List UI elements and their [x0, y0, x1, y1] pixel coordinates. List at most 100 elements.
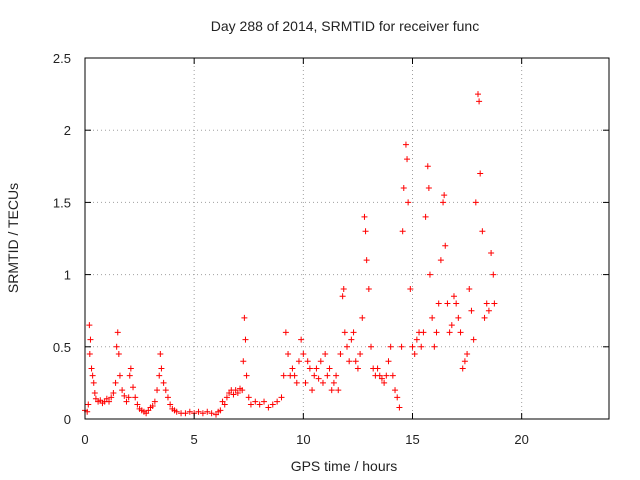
data-point	[394, 394, 401, 401]
chart-title: Day 288 of 2014, SRMTID for receiver fun…	[211, 18, 479, 34]
data-point	[247, 401, 254, 408]
data-point	[121, 392, 128, 399]
data-point	[444, 300, 451, 307]
data-point	[313, 365, 320, 372]
data-point	[204, 408, 211, 415]
data-point	[302, 379, 309, 386]
data-point	[359, 314, 366, 321]
data-point	[411, 351, 418, 358]
data-point	[199, 410, 206, 417]
data-point	[422, 213, 429, 220]
data-point	[363, 257, 370, 264]
data-point	[361, 213, 368, 220]
data-point	[446, 329, 453, 336]
data-point	[278, 394, 285, 401]
data-point	[88, 365, 95, 372]
data-point	[337, 351, 344, 358]
data-point	[407, 286, 414, 293]
data-point	[418, 343, 425, 350]
data-point	[385, 358, 392, 365]
data-point	[485, 307, 492, 314]
data-point	[252, 398, 259, 405]
data-point	[89, 372, 96, 379]
data-point	[106, 398, 113, 405]
data-point	[86, 351, 93, 358]
data-point	[289, 365, 296, 372]
data-point	[113, 343, 120, 350]
data-point	[340, 286, 347, 293]
x-tick-label: 15	[405, 432, 419, 447]
data-point	[182, 410, 189, 417]
axis-ticks: 0 5 10 15 20 0 0.5 1 1.5 2 2.5	[53, 51, 609, 447]
data-point	[280, 372, 287, 379]
data-point	[221, 401, 228, 408]
data-point	[424, 163, 431, 170]
data-point	[470, 336, 477, 343]
data-point	[466, 286, 473, 293]
data-point	[398, 343, 405, 350]
y-tick-label: 1	[64, 268, 71, 283]
data-point	[90, 379, 97, 386]
data-point	[464, 351, 471, 358]
data-point	[481, 314, 488, 321]
data-point	[365, 286, 372, 293]
data-point	[157, 351, 164, 358]
data-point	[453, 300, 460, 307]
data-point	[119, 387, 126, 394]
data-point	[442, 242, 449, 249]
data-point	[344, 343, 350, 350]
data-point	[158, 365, 165, 372]
data-point	[156, 372, 163, 379]
plot-frame	[84, 57, 610, 420]
data-point	[274, 398, 281, 405]
data-point	[374, 365, 381, 372]
data-point	[173, 408, 180, 415]
data-point	[448, 322, 455, 329]
data-point	[450, 293, 457, 300]
y-tick-label: 0	[64, 412, 71, 427]
data-point	[317, 358, 324, 365]
data-point	[160, 379, 167, 386]
data-point	[324, 372, 331, 379]
data-point	[333, 372, 340, 379]
data-point	[476, 98, 483, 105]
data-point	[392, 387, 399, 394]
data-point	[368, 343, 375, 350]
data-point	[425, 184, 432, 191]
data-point	[304, 358, 311, 365]
data-point	[123, 398, 130, 405]
data-point	[346, 358, 353, 365]
data-point	[389, 372, 396, 379]
y-tick-label: 2	[64, 123, 71, 138]
y-tick-label: 1.5	[53, 195, 71, 210]
data-point	[167, 401, 174, 408]
y-axis-label: SRMTID / TECUs	[5, 183, 21, 293]
data-point	[114, 329, 121, 336]
data-point	[306, 365, 313, 372]
data-point	[459, 365, 466, 372]
data-point	[162, 387, 169, 394]
data-point	[134, 401, 141, 408]
data-point	[326, 365, 333, 372]
data-point	[399, 228, 406, 235]
data-point	[186, 408, 193, 415]
data-point	[149, 403, 156, 410]
data-point	[242, 336, 249, 343]
data-point	[293, 379, 300, 386]
data-point	[409, 343, 416, 350]
data-point	[234, 390, 241, 397]
data-point	[350, 329, 357, 336]
data-point	[300, 351, 307, 358]
data-point	[383, 372, 390, 379]
data-point	[328, 387, 335, 394]
data-point	[461, 358, 468, 365]
data-point	[483, 300, 490, 307]
data-point	[239, 387, 246, 394]
data-point	[245, 394, 252, 401]
data-point	[319, 379, 326, 386]
data-point	[387, 343, 394, 350]
data-point	[420, 329, 427, 336]
data-point	[112, 379, 119, 386]
data-point	[217, 407, 224, 414]
data-point	[315, 375, 322, 382]
